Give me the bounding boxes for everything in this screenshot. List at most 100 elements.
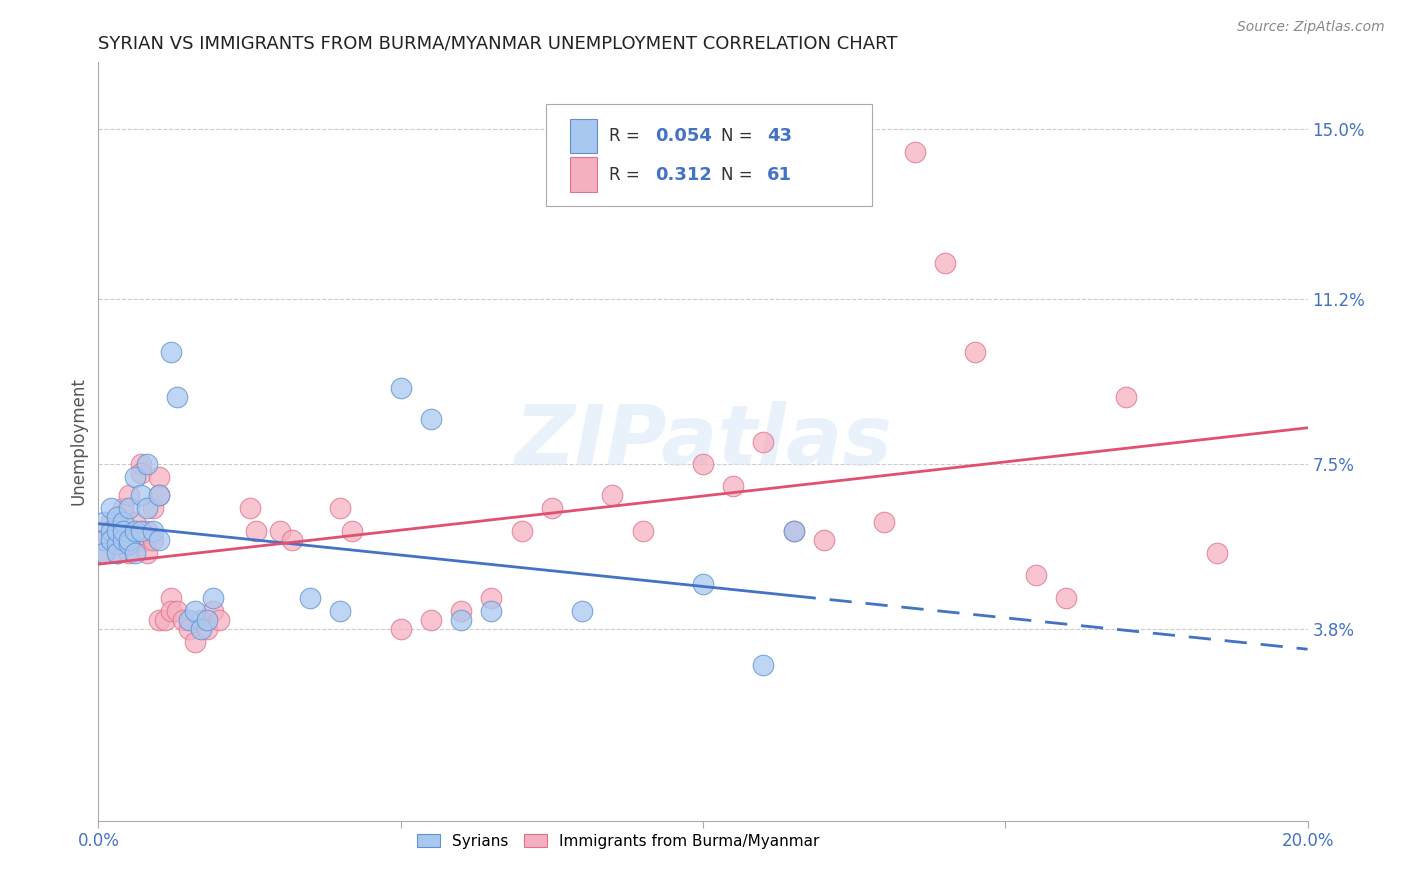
Point [93, 515, 115, 529]
Text: ZIPatlas: ZIPatlas [515, 401, 891, 482]
Point [420, 613, 443, 627]
Point [166, 604, 188, 618]
Point [245, 524, 267, 538]
Point [1115, 390, 1137, 404]
Point [783, 524, 806, 538]
Point [1054, 591, 1077, 605]
Point [118, 537, 141, 551]
Point [195, 622, 218, 636]
Point [142, 501, 165, 516]
Point [631, 524, 654, 538]
Point [172, 613, 194, 627]
Text: 61: 61 [768, 166, 792, 184]
Point [135, 546, 157, 560]
Text: N =: N = [721, 128, 758, 145]
Point [179, 622, 201, 636]
FancyBboxPatch shape [569, 158, 596, 192]
Point [105, 524, 128, 538]
Point [965, 345, 987, 359]
Text: Source: ZipAtlas.com: Source: ZipAtlas.com [1237, 20, 1385, 34]
Text: SYRIAN VS IMMIGRANTS FROM BURMA/MYANMAR UNEMPLOYMENT CORRELATION CHART: SYRIAN VS IMMIGRANTS FROM BURMA/MYANMAR … [98, 35, 898, 53]
Point [342, 524, 364, 538]
Point [111, 537, 134, 551]
Point [124, 515, 146, 529]
Point [160, 591, 183, 605]
Point [752, 657, 775, 672]
Point [148, 470, 170, 484]
Point [329, 501, 352, 516]
Point [105, 537, 128, 551]
Point [179, 613, 201, 627]
Point [873, 515, 896, 529]
Point [93, 533, 115, 547]
Point [124, 533, 146, 547]
Point [420, 412, 443, 426]
Point [148, 488, 170, 502]
Point [129, 488, 152, 502]
Point [389, 622, 412, 636]
Point [1206, 546, 1229, 560]
Point [124, 470, 146, 484]
FancyBboxPatch shape [546, 104, 872, 207]
Point [450, 613, 472, 627]
Point [142, 533, 165, 547]
Point [111, 524, 134, 538]
Point [540, 501, 562, 516]
Point [129, 466, 152, 480]
Point [202, 604, 225, 618]
Point [160, 345, 183, 359]
Text: N =: N = [721, 166, 758, 184]
Point [111, 533, 134, 547]
Point [118, 501, 141, 516]
Point [148, 533, 170, 547]
Point [148, 488, 170, 502]
Point [510, 524, 533, 538]
Point [184, 604, 207, 618]
Point [105, 524, 128, 538]
Point [571, 604, 593, 618]
Point [195, 613, 218, 627]
Point [329, 604, 352, 618]
Point [166, 390, 188, 404]
Point [723, 479, 745, 493]
Text: R =: R = [609, 166, 645, 184]
Text: 43: 43 [768, 128, 792, 145]
Point [93, 546, 115, 560]
Point [281, 533, 304, 547]
Point [100, 524, 122, 538]
Point [184, 635, 207, 649]
Point [135, 457, 157, 471]
Point [111, 501, 134, 516]
Point [118, 546, 141, 560]
Point [142, 524, 165, 538]
Point [100, 533, 122, 547]
Point [105, 510, 128, 524]
Point [202, 591, 225, 605]
Point [1024, 568, 1046, 582]
Point [135, 501, 157, 516]
Point [129, 524, 152, 538]
Text: 0.312: 0.312 [655, 166, 711, 184]
Point [111, 515, 134, 529]
Point [105, 546, 128, 560]
Point [190, 613, 212, 627]
Point [118, 533, 141, 547]
Point [481, 591, 503, 605]
Point [118, 533, 141, 547]
Point [783, 524, 806, 538]
Text: R =: R = [609, 128, 645, 145]
Y-axis label: Unemployment: Unemployment [69, 377, 87, 506]
Point [269, 524, 291, 538]
Point [190, 622, 212, 636]
Point [93, 533, 115, 547]
Point [124, 546, 146, 560]
Point [118, 488, 141, 502]
Point [692, 577, 714, 591]
Point [208, 613, 231, 627]
Point [934, 256, 956, 270]
Point [299, 591, 322, 605]
Point [481, 604, 503, 618]
Point [135, 524, 157, 538]
Point [124, 524, 146, 538]
Point [100, 515, 122, 529]
